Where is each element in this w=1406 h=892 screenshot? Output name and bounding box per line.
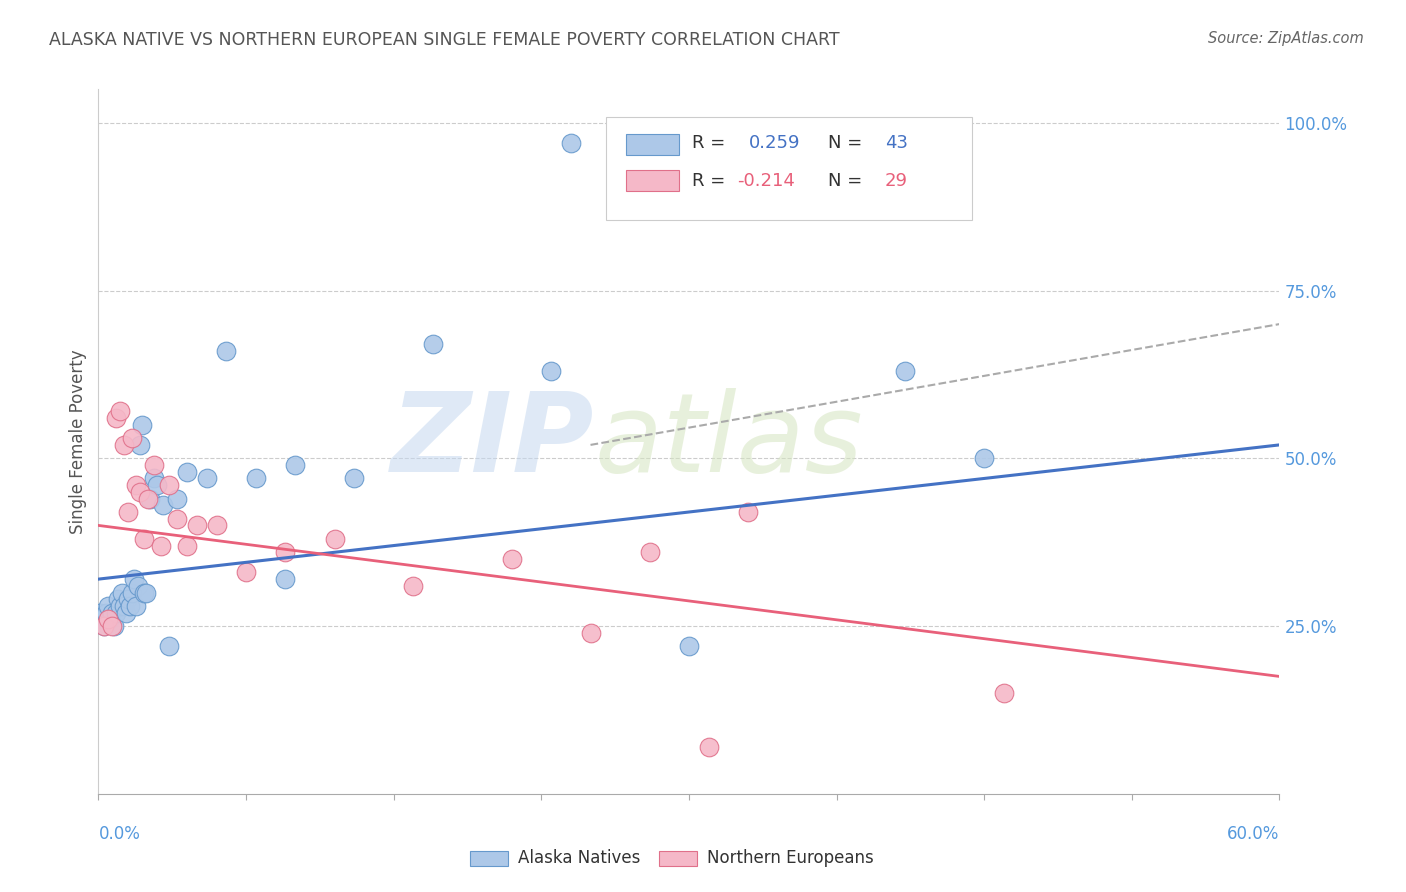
Point xyxy=(112,599,135,613)
Point xyxy=(195,471,218,485)
Point xyxy=(284,458,307,472)
Point xyxy=(138,491,160,506)
Text: Northern Europeans: Northern Europeans xyxy=(707,849,873,867)
Point xyxy=(136,491,159,506)
Point xyxy=(115,606,138,620)
Text: 0.0%: 0.0% xyxy=(98,825,141,843)
Point xyxy=(245,471,267,485)
Text: atlas: atlas xyxy=(595,388,863,495)
Point xyxy=(235,566,257,580)
Point xyxy=(274,572,297,586)
Point xyxy=(993,686,1015,700)
FancyBboxPatch shape xyxy=(626,134,679,154)
Text: Source: ZipAtlas.com: Source: ZipAtlas.com xyxy=(1208,31,1364,46)
Point xyxy=(93,619,115,633)
Point xyxy=(973,451,995,466)
Point xyxy=(579,625,602,640)
Point xyxy=(135,585,157,599)
Text: R =: R = xyxy=(693,135,731,153)
Point xyxy=(697,739,720,754)
Point xyxy=(93,619,115,633)
Point xyxy=(112,438,135,452)
Point xyxy=(150,539,173,553)
Point xyxy=(540,364,562,378)
Point xyxy=(128,438,150,452)
Point xyxy=(638,545,661,559)
Point xyxy=(117,592,139,607)
Text: N =: N = xyxy=(828,135,869,153)
Point xyxy=(121,431,143,445)
Point xyxy=(101,606,124,620)
Point xyxy=(91,612,114,626)
Point xyxy=(97,612,120,626)
Point xyxy=(343,471,366,485)
Point xyxy=(105,411,128,425)
Text: 43: 43 xyxy=(884,135,908,153)
Point xyxy=(678,639,700,653)
Point xyxy=(125,599,148,613)
Point xyxy=(737,505,759,519)
Point xyxy=(186,518,208,533)
Point xyxy=(132,532,155,546)
Text: -0.214: -0.214 xyxy=(737,172,796,190)
Point xyxy=(402,579,425,593)
Text: Alaska Natives: Alaska Natives xyxy=(517,849,640,867)
Point xyxy=(121,585,143,599)
Point xyxy=(274,545,297,559)
Point xyxy=(422,337,444,351)
Point xyxy=(131,417,153,432)
FancyBboxPatch shape xyxy=(471,851,508,866)
Point xyxy=(894,364,917,378)
Point xyxy=(146,478,169,492)
Text: 60.0%: 60.0% xyxy=(1227,825,1279,843)
Point xyxy=(560,136,582,150)
Point xyxy=(98,612,121,626)
Point xyxy=(108,404,131,418)
Point xyxy=(176,465,198,479)
Point xyxy=(166,491,188,506)
FancyBboxPatch shape xyxy=(659,851,697,866)
Text: ZIP: ZIP xyxy=(391,388,595,495)
Point xyxy=(127,579,149,593)
Text: 29: 29 xyxy=(884,172,908,190)
Point xyxy=(111,585,134,599)
Point xyxy=(166,512,188,526)
Point xyxy=(157,639,180,653)
Point xyxy=(117,505,139,519)
Text: R =: R = xyxy=(693,172,731,190)
Point xyxy=(96,606,118,620)
Point xyxy=(108,599,131,613)
Point xyxy=(215,343,238,358)
Point xyxy=(142,471,165,485)
Point xyxy=(101,619,124,633)
Text: 0.259: 0.259 xyxy=(749,135,800,153)
Text: N =: N = xyxy=(828,172,869,190)
Point xyxy=(103,619,125,633)
Point xyxy=(323,532,346,546)
Point xyxy=(118,599,141,613)
Point xyxy=(105,606,128,620)
FancyBboxPatch shape xyxy=(606,118,973,219)
Point xyxy=(132,585,155,599)
Point xyxy=(97,599,120,613)
Point xyxy=(142,458,165,472)
Y-axis label: Single Female Poverty: Single Female Poverty xyxy=(69,350,87,533)
Text: ALASKA NATIVE VS NORTHERN EUROPEAN SINGLE FEMALE POVERTY CORRELATION CHART: ALASKA NATIVE VS NORTHERN EUROPEAN SINGL… xyxy=(49,31,839,49)
Point xyxy=(125,478,148,492)
Point xyxy=(157,478,180,492)
Point xyxy=(176,539,198,553)
Point xyxy=(152,498,174,512)
Point xyxy=(89,606,111,620)
FancyBboxPatch shape xyxy=(626,170,679,192)
Point xyxy=(205,518,228,533)
Point xyxy=(128,484,150,499)
Point xyxy=(107,592,129,607)
Point xyxy=(122,572,145,586)
Point xyxy=(501,552,523,566)
